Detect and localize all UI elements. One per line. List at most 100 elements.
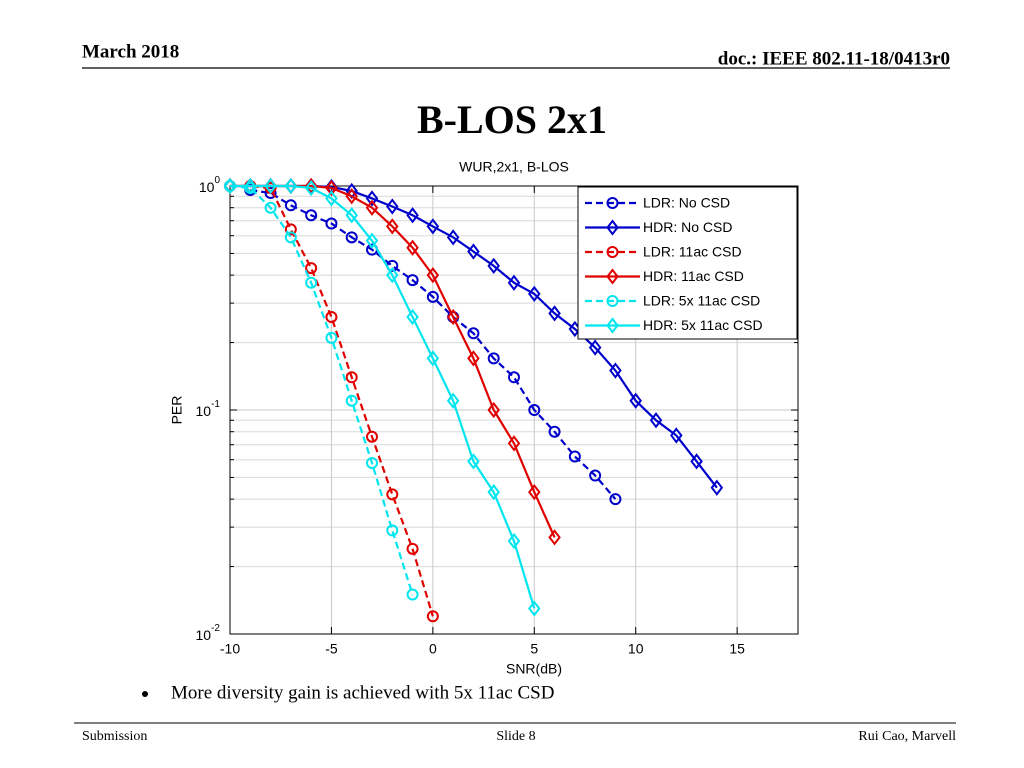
marker	[223, 177, 237, 195]
marker	[305, 262, 318, 275]
marker	[467, 453, 480, 470]
marker	[386, 488, 399, 501]
marker	[365, 190, 379, 207]
marker	[325, 331, 338, 344]
marker	[426, 266, 440, 284]
legend-label: LDR: 5x 11ac CSD	[643, 293, 760, 309]
marker	[284, 199, 297, 212]
marker	[589, 469, 602, 482]
marker	[325, 311, 338, 324]
marker	[710, 479, 724, 496]
legend-label: HDR: 5x 11ac CSD	[643, 317, 763, 333]
footer-left: Submission	[82, 729, 147, 744]
marker	[690, 453, 703, 470]
marker	[345, 394, 358, 407]
marker	[345, 207, 358, 224]
marker	[264, 187, 277, 200]
marker	[649, 412, 663, 429]
marker	[446, 308, 460, 326]
x-axis-label: SNR(dB)	[506, 661, 562, 677]
marker	[467, 350, 480, 367]
marker	[284, 223, 297, 236]
marker	[446, 229, 460, 246]
marker	[386, 218, 399, 235]
marker	[528, 404, 541, 416]
marker	[670, 427, 683, 444]
chart-title: WUR,2x1, B-LOS	[459, 159, 569, 175]
marker	[528, 600, 541, 617]
y-tick-base: 10	[199, 179, 215, 195]
x-tick-label: 15	[729, 641, 745, 657]
legend-marker	[606, 219, 619, 236]
x-tick-label: 0	[429, 641, 437, 657]
legend-marker	[606, 197, 619, 209]
marker	[284, 231, 297, 244]
series-line	[229, 184, 414, 595]
series-line	[230, 184, 536, 609]
marker	[446, 392, 460, 409]
marker	[366, 456, 378, 469]
y-tick-exponent: 0	[214, 175, 220, 186]
legend-box	[577, 186, 798, 340]
marker	[528, 483, 541, 501]
marker	[264, 177, 277, 195]
marker	[325, 179, 338, 197]
marker	[366, 430, 378, 443]
bullet-text: More diversity gain is achieved with 5x …	[171, 682, 554, 703]
x-tick-label: -5	[325, 641, 338, 657]
marker	[244, 177, 257, 195]
marker	[264, 201, 277, 214]
marker	[588, 339, 602, 356]
bullet-dot	[142, 691, 148, 697]
legend-marker	[606, 317, 619, 334]
legend-label: LDR: No CSD	[643, 195, 730, 211]
marker	[487, 401, 500, 419]
legend-label: HDR: No CSD	[643, 219, 732, 235]
footer-center: Slide 8	[496, 729, 535, 744]
marker	[467, 327, 480, 340]
legend-label: HDR: 11ac CSD	[643, 268, 744, 284]
y-tick-label: 10-1	[196, 399, 221, 419]
marker	[548, 529, 561, 546]
series-line	[250, 188, 617, 500]
legend-marker	[606, 295, 619, 307]
marker	[426, 290, 439, 303]
header-doc: doc.: IEEE 802.11-18/0413r0	[718, 48, 950, 69]
marker	[325, 217, 338, 230]
marker	[345, 371, 358, 384]
marker	[305, 276, 318, 289]
marker	[568, 450, 581, 463]
marker	[406, 207, 419, 224]
marker	[548, 425, 561, 438]
marker	[508, 371, 520, 384]
legend-marker	[606, 268, 619, 285]
y-tick-label: 10-2	[196, 623, 221, 643]
legend-label: LDR: 11ac CSD	[643, 244, 742, 260]
marker	[467, 243, 480, 260]
marker	[629, 392, 642, 409]
marker	[548, 305, 561, 322]
marker	[426, 218, 440, 235]
marker	[507, 435, 521, 452]
x-tick-label: -10	[220, 641, 240, 657]
marker	[426, 610, 439, 623]
marker	[386, 524, 399, 537]
y-tick-exponent: -1	[211, 399, 220, 410]
marker	[406, 274, 419, 287]
y-tick-label: 100	[199, 175, 221, 195]
marker	[305, 209, 318, 222]
marker	[386, 198, 399, 215]
marker	[528, 285, 541, 302]
marker	[507, 274, 521, 291]
marker	[406, 542, 419, 555]
marker	[487, 257, 500, 275]
y-axis-label: PER	[169, 396, 185, 425]
marker	[609, 493, 622, 506]
marker	[386, 266, 399, 284]
legend-marker	[606, 246, 619, 258]
plot-frame	[229, 185, 799, 635]
y-tick-base: 10	[196, 403, 212, 419]
marker	[487, 352, 500, 365]
